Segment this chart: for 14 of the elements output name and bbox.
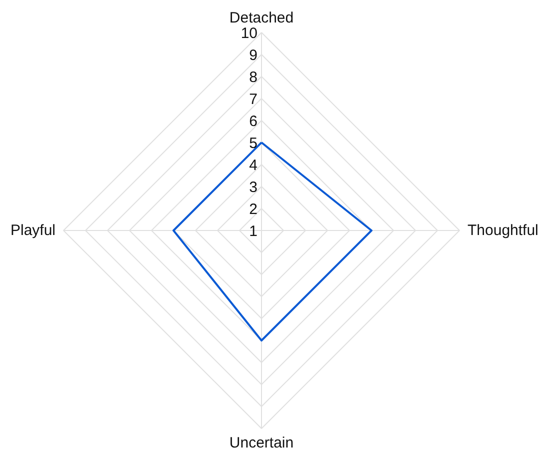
y-tick-label: 10 bbox=[240, 25, 258, 42]
spoke-label: Playful bbox=[10, 222, 56, 239]
y-tick-label: 5 bbox=[249, 135, 258, 152]
y-tick-label: 2 bbox=[249, 201, 258, 218]
y-tick-label: 7 bbox=[249, 91, 258, 108]
y-tick-label: 8 bbox=[249, 69, 258, 86]
spoke-label: Thoughtful bbox=[468, 222, 538, 239]
y-tick-label: 9 bbox=[249, 47, 258, 64]
spoke-label: Detached bbox=[229, 10, 294, 26]
y-tick-label: 3 bbox=[249, 179, 258, 196]
y-tick-label: 6 bbox=[249, 113, 258, 130]
y-tick-label: 4 bbox=[249, 157, 258, 174]
y-tick-label: 1 bbox=[249, 223, 258, 240]
spoke-label: Uncertain bbox=[229, 434, 294, 452]
